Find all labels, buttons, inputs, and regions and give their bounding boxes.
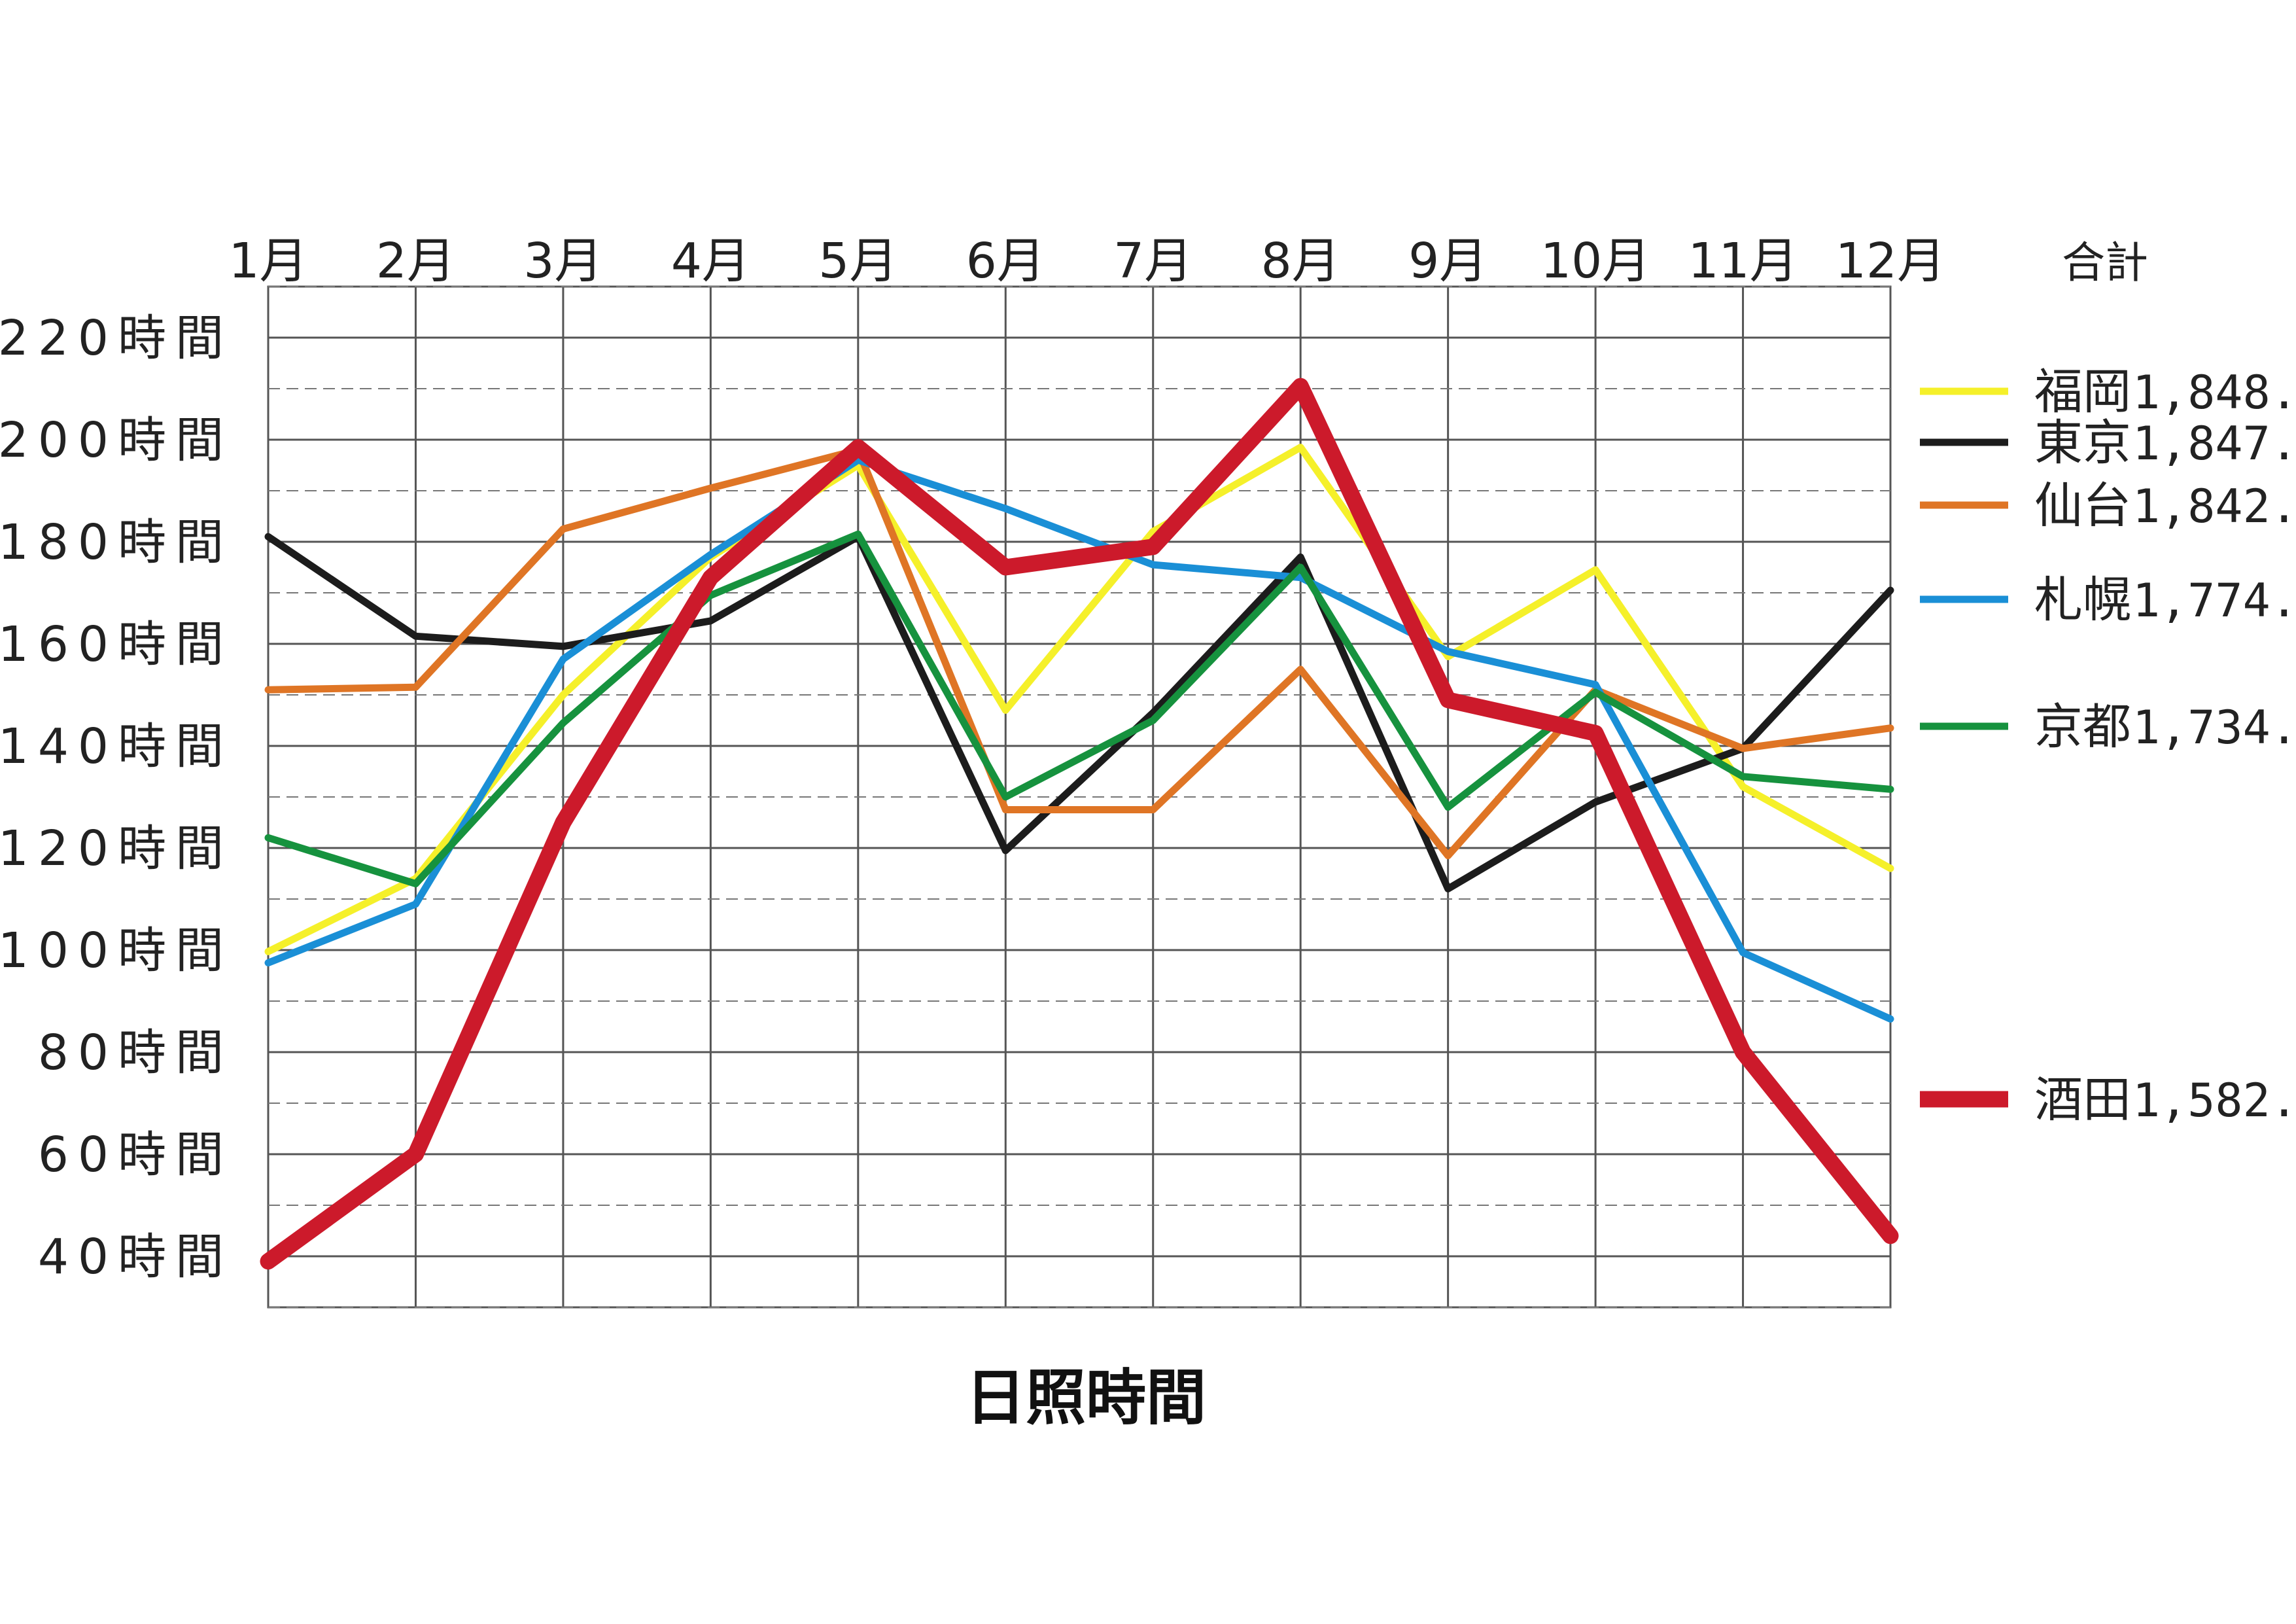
legend-label: 札幌 <box>2034 572 2131 628</box>
legend-label: 福岡 <box>2034 364 2131 420</box>
x-tick-label: 4月 <box>671 233 750 289</box>
series-line-札幌 <box>264 456 1894 1023</box>
x-tick-label: 11月 <box>1688 233 1798 289</box>
x-tick-label: 6月 <box>966 233 1045 289</box>
grid <box>267 285 1892 1309</box>
legend: 合計 福岡1,848.5東京1,847.2仙台1,842.6札幌1,774.8 京… <box>1920 238 2296 1128</box>
y-tick-label: 200時間 <box>0 412 233 468</box>
y-tick-label: 40時間 <box>38 1229 233 1285</box>
legend-label: 京都 <box>2034 699 2131 755</box>
legend-total: 1,842.6 <box>2132 480 2296 533</box>
series-lines <box>260 378 1899 1270</box>
legend-total: 1,774.8 <box>2132 574 2296 627</box>
y-tick-label: 60時間 <box>38 1127 233 1183</box>
y-tick-label: 160時間 <box>0 616 233 673</box>
y-tick-label: 100時間 <box>0 923 233 979</box>
series-line-酒田 <box>260 378 1899 1270</box>
y-tick-label: 80時間 <box>38 1025 233 1081</box>
x-tick-label: 2月 <box>376 233 455 289</box>
y-tick-labels: 220時間 200時間 180時間 160時間 140時間 120時間 100時間 80時間 6… <box>0 310 233 1285</box>
x-tick-label: 12月 <box>1835 233 1945 289</box>
x-tick-label: 8月 <box>1261 233 1340 289</box>
series-line-福岡 <box>264 444 1894 955</box>
y-tick-label: 140時間 <box>0 718 233 775</box>
series-line-仙台 <box>264 446 1894 860</box>
x-tick-label: 3月 <box>523 233 602 289</box>
y-tick-label: 180時間 <box>0 514 233 571</box>
legend-total: 1,582.9 <box>2132 1074 2296 1127</box>
x-tick-label: 7月 <box>1113 233 1192 289</box>
series-line-京都 <box>264 530 1894 888</box>
y-tick-label: 220時間 <box>0 310 233 366</box>
y-tick-label: 120時間 <box>0 821 233 877</box>
x-axis-title: 日照時間 <box>965 1363 1206 1433</box>
x-tick-label: 10月 <box>1540 233 1650 289</box>
x-tick-label: 9月 <box>1408 233 1487 289</box>
legend-label: 東京 <box>2034 415 2131 471</box>
legend-total: 1,847.2 <box>2132 417 2296 470</box>
legend-total: 1,734.3 <box>2132 701 2296 754</box>
legend-label: 酒田 <box>2034 1072 2131 1128</box>
x-tick-labels: 1月 2月 3月 4月 5月 6月 7月 8月 9月 10月 11月 12月 <box>228 233 1945 289</box>
legend-label: 仙台 <box>2034 478 2131 534</box>
legend-header: 合計 <box>2062 238 2148 288</box>
x-tick-label: 5月 <box>818 233 897 289</box>
x-tick-label: 1月 <box>228 233 307 289</box>
legend-total: 1,848.5 <box>2132 366 2296 419</box>
